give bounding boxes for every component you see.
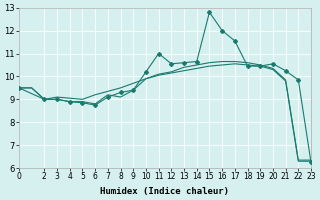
X-axis label: Humidex (Indice chaleur): Humidex (Indice chaleur)	[100, 187, 229, 196]
